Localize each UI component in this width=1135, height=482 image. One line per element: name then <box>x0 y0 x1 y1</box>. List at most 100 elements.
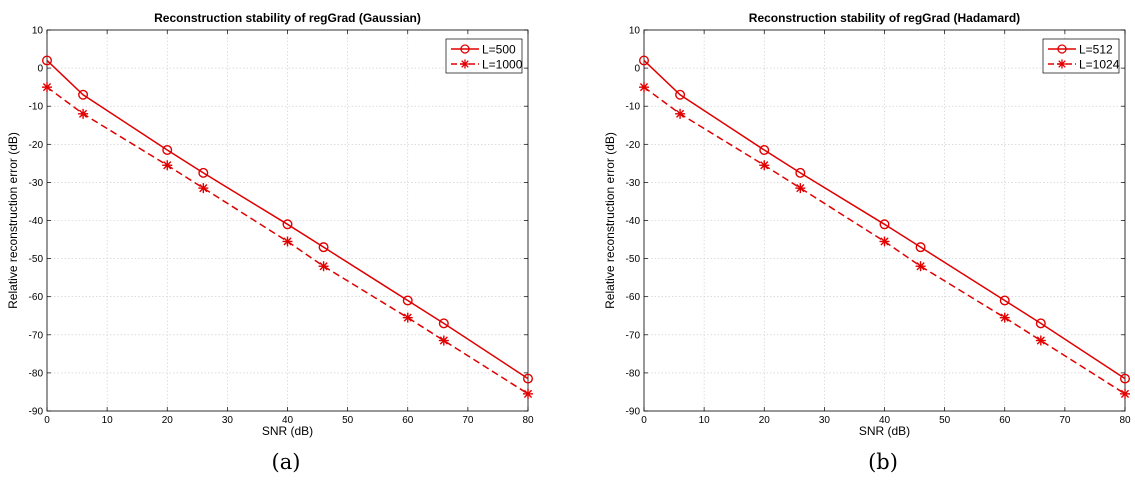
data-point <box>1035 335 1046 346</box>
data-point <box>879 219 890 230</box>
y-tick-label: 0 <box>634 64 640 75</box>
y-tick-label: -70 <box>626 330 641 341</box>
y-tick-label: -60 <box>626 292 641 303</box>
chart-title: Reconstruction stability of regGrad (Gau… <box>154 11 421 25</box>
y-axis-label: Relative reconstruction error (dB) <box>603 132 617 309</box>
series-line-1 <box>643 86 1126 395</box>
data-point <box>1035 318 1046 329</box>
legend-label-1: L=1000 <box>482 58 523 72</box>
data-point <box>282 236 293 247</box>
y-tick-label: -40 <box>29 216 44 227</box>
axes-box <box>643 29 1126 412</box>
axes-box <box>46 29 529 412</box>
data-point <box>759 145 770 156</box>
data-point <box>795 183 806 194</box>
chart-hadamard: 0 10 20 30 40 50 60 70 80 10 0 -10 -20 -30 -40 -50 -60 -7… <box>603 11 1131 474</box>
series-line-1 <box>46 86 529 395</box>
series-line-0 <box>46 59 529 380</box>
chart-gaussian: 0 10 20 30 40 50 60 70 80 10 0 -10 -20 -30 -40 -50 -60 -7… <box>6 11 534 474</box>
data-point <box>318 261 329 272</box>
y-tick-label: -80 <box>29 368 44 379</box>
x-tick-label: 40 <box>879 415 891 426</box>
chart-title: Reconstruction stability of regGrad (Had… <box>749 11 1020 25</box>
data-point <box>1119 373 1130 384</box>
y-tick-label: -20 <box>29 140 44 151</box>
y-tick-label: 0 <box>37 64 43 75</box>
data-point <box>162 145 173 156</box>
data-point <box>162 160 173 171</box>
y-tick-label: -20 <box>626 140 641 151</box>
data-point <box>78 108 89 119</box>
legend-marker-1 <box>460 59 470 69</box>
data-point <box>402 312 413 323</box>
figure-caption: (a) <box>272 450 301 474</box>
data-point <box>915 261 926 272</box>
x-tick-label: 40 <box>282 415 294 426</box>
x-tick-label: 50 <box>939 415 951 426</box>
x-tick-label: 60 <box>402 415 414 426</box>
y-axis-label: Relative reconstruction error (dB) <box>6 132 20 309</box>
y-tick-label: -70 <box>29 330 44 341</box>
legend-box <box>1042 38 1120 74</box>
figure-caption: (b) <box>868 450 898 474</box>
data-point <box>523 388 533 399</box>
y-tick-label: -90 <box>29 407 44 418</box>
data-point <box>438 318 449 329</box>
data-point <box>999 312 1010 323</box>
data-point <box>78 89 89 100</box>
x-tick-label: 30 <box>819 415 831 426</box>
y-tick-label: -10 <box>626 102 641 113</box>
data-point <box>438 335 449 346</box>
x-tick-label: 10 <box>699 415 711 426</box>
data-point <box>639 82 649 93</box>
data-point <box>1120 388 1130 399</box>
y-tick-label: -80 <box>626 368 641 379</box>
data-point <box>42 55 53 66</box>
x-tick-label: 0 <box>44 415 50 426</box>
x-tick-label: 60 <box>999 415 1011 426</box>
x-tick-label: 30 <box>222 415 234 426</box>
legend-marker-0 <box>1057 44 1067 54</box>
data-point <box>282 219 293 230</box>
legend-label-0: L=512 <box>1079 43 1113 57</box>
y-tick-label: -50 <box>626 254 641 265</box>
data-point <box>675 89 686 100</box>
x-tick-label: 80 <box>1119 415 1131 426</box>
y-tick-label: 10 <box>32 26 44 37</box>
x-tick-label: 20 <box>162 415 174 426</box>
data-point <box>198 167 209 178</box>
data-point <box>198 183 209 194</box>
x-tick-label: 80 <box>522 415 534 426</box>
y-tick-label: -60 <box>29 292 44 303</box>
legend-marker-1 <box>1057 59 1067 69</box>
data-point <box>999 295 1010 306</box>
x-tick-label: 20 <box>759 415 771 426</box>
x-tick-label: 70 <box>1059 415 1071 426</box>
y-tick-label: -30 <box>29 178 44 189</box>
y-tick-label: -10 <box>29 102 44 113</box>
data-point <box>759 160 770 171</box>
y-tick-label: -90 <box>626 407 641 418</box>
series-line-0 <box>643 59 1126 380</box>
x-tick-label: 70 <box>462 415 474 426</box>
legend-label-0: L=500 <box>482 43 516 57</box>
x-tick-label: 50 <box>342 415 354 426</box>
x-tick-label: 0 <box>641 415 647 426</box>
data-point <box>318 242 329 253</box>
legend-label-1: L=1024 <box>1079 58 1120 72</box>
y-tick-label: -50 <box>29 254 44 265</box>
x-axis-label: SNR (dB) <box>859 424 910 438</box>
data-point <box>675 108 686 119</box>
legend-box <box>445 38 523 74</box>
data-point <box>915 242 926 253</box>
x-tick-label: 10 <box>102 415 114 426</box>
data-point <box>879 236 890 247</box>
y-tick-label: 10 <box>629 26 641 37</box>
data-point <box>523 373 534 384</box>
data-point <box>639 55 650 66</box>
y-tick-label: -30 <box>626 178 641 189</box>
y-tick-label: -40 <box>626 216 641 227</box>
